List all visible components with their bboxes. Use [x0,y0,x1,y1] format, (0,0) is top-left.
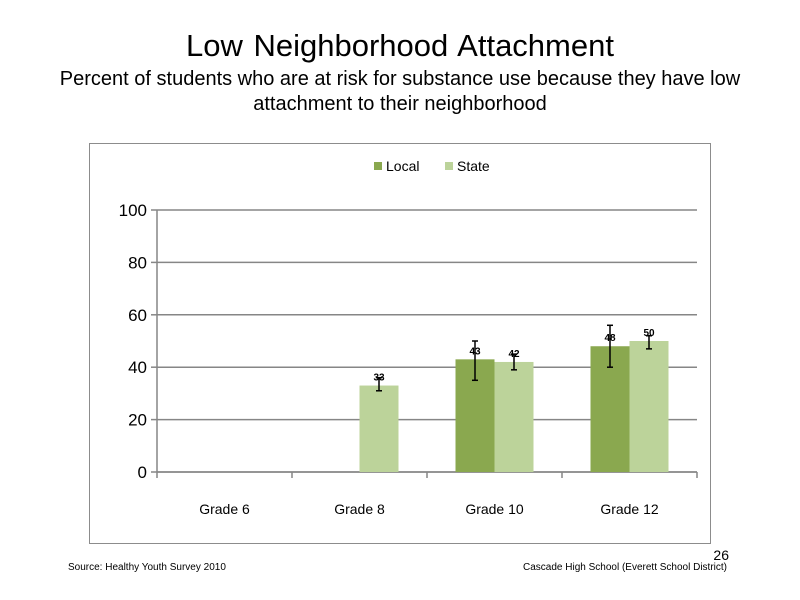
y-tick-label: 100 [119,201,147,220]
page-number: 26 [713,547,729,563]
bar-chart: Local State 43 48 33 42 50 0 20 40 60 80 100 Grade… [119,158,698,517]
gridlines [151,209,697,473]
x-tick-labels: Grade 6 Grade 8 Grade 10 Grade 12 [199,501,659,517]
bar-state-grade-12 [629,341,669,472]
legend-swatch-state [445,162,453,170]
chart-legend: Local State [374,158,490,174]
x-tick-label: Grade 8 [334,501,385,517]
y-tick-label: 40 [128,358,147,377]
data-labels: 43 48 33 42 50 [373,328,655,384]
bar-state-grade-8 [359,385,399,472]
slide-title: Low Neighborhood Attachment [186,28,614,63]
source-note: Source: Healthy Youth Survey 2010 [68,562,226,573]
bar-state-grade-10 [494,361,534,472]
y-tick-label: 80 [128,253,147,272]
data-label: 42 [508,349,520,360]
x-tick-label: Grade 6 [199,501,250,517]
school-name: Cascade High School (Everett School Dist… [523,562,727,573]
legend-label-local: Local [386,158,419,174]
legend-label-state: State [457,158,490,174]
y-tick-label: 60 [128,306,147,325]
x-tick-label: Grade 12 [600,501,659,517]
chart-frame: Local State 43 48 33 42 50 0 20 40 60 80 100 Grade… [89,143,711,544]
data-label: 48 [604,333,616,344]
legend-swatch-local [374,162,382,170]
error-bars [376,324,652,392]
data-label: 43 [469,346,481,357]
y-tick-label: 20 [128,411,147,430]
data-label: 33 [373,373,385,384]
data-label: 50 [643,328,655,339]
y-tick-label: 0 [138,463,147,482]
slide-subtitle: Percent of students who are at risk for … [59,68,741,115]
y-tick-labels: 0 20 40 60 80 100 [119,201,147,482]
x-tick-label: Grade 10 [465,501,524,517]
